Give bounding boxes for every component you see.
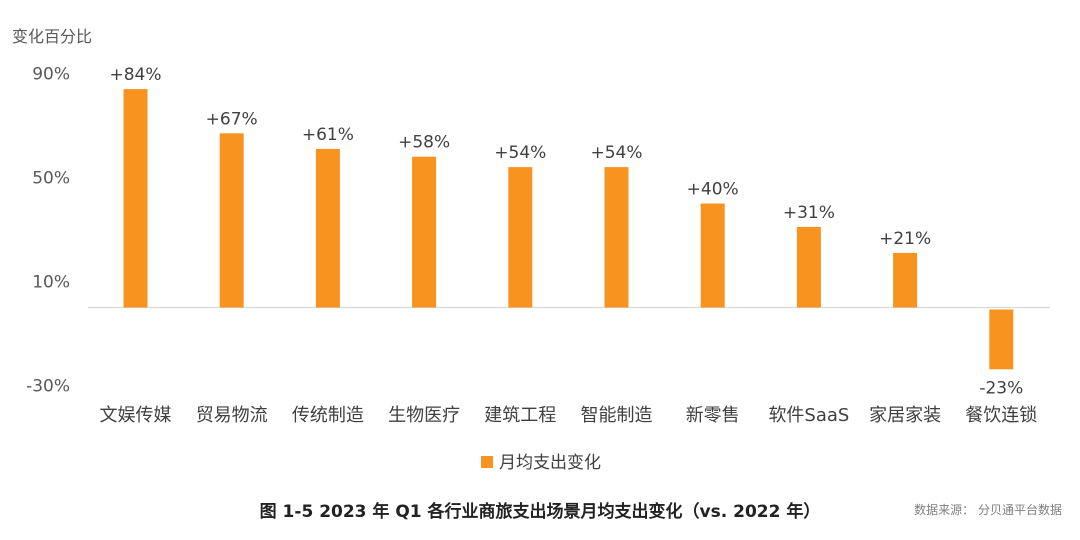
category-label: 餐饮连锁	[965, 405, 1037, 426]
bar-chart: 变化百分比 90% 50% 10% -30% +84% +67% +61% +58% +54%…	[12, 27, 1050, 473]
data-label: +54%	[590, 143, 642, 163]
y-tick-label: 10%	[32, 273, 70, 293]
category-label: 文娱传媒	[100, 405, 172, 426]
data-label: +31%	[783, 203, 835, 223]
category-label: 新零售	[686, 405, 740, 426]
y-tick-labels: 90% 50% 10% -30%	[26, 65, 70, 397]
category-label: 建筑工程	[484, 405, 556, 426]
category-label: 贸易物流	[196, 405, 268, 426]
category-label: 生物医疗	[388, 405, 460, 426]
bar	[604, 167, 629, 308]
bar	[123, 89, 148, 308]
data-label: +58%	[398, 133, 450, 153]
data-labels: +84% +67% +61% +58% +54% +54% +40% +31% +21% -23%	[109, 65, 1023, 398]
bar	[315, 148, 340, 308]
bar	[700, 203, 725, 308]
data-source: 数据来源： 分贝通平台数据	[914, 503, 1062, 517]
data-label: +67%	[206, 109, 258, 129]
legend-swatch	[481, 456, 493, 468]
figure-caption: 图 1-5 2023 年 Q1 各行业商旅支出场景月均支出变化（vs. 2022…	[259, 502, 821, 522]
category-label: 软件SaaS	[768, 405, 849, 426]
data-label: +54%	[494, 143, 546, 163]
data-label: -23%	[979, 378, 1023, 398]
bar	[412, 156, 437, 308]
legend-label: 月均支出变化	[499, 453, 601, 473]
bar	[893, 252, 918, 308]
data-label: +84%	[109, 65, 161, 85]
bar	[796, 226, 821, 308]
bar	[508, 167, 533, 308]
legend: 月均支出变化	[481, 453, 601, 473]
bars	[123, 89, 1014, 370]
bar	[219, 133, 244, 308]
category-labels: 文娱传媒 贸易物流 传统制造 生物医疗 建筑工程 智能制造 新零售 软件SaaS 家居家装 餐饮连…	[100, 405, 1038, 426]
data-label: +21%	[879, 229, 931, 249]
y-tick-label: 90%	[32, 65, 70, 85]
category-label: 智能制造	[581, 405, 653, 426]
category-label: 传统制造	[292, 405, 364, 426]
y-tick-label: 50%	[32, 169, 70, 189]
bar	[989, 309, 1014, 370]
y-tick-label: -30%	[26, 377, 70, 397]
category-label: 家居家装	[869, 405, 941, 426]
data-label: +61%	[302, 125, 354, 145]
y-axis-title: 变化百分比	[12, 27, 92, 46]
data-label: +40%	[687, 180, 739, 200]
